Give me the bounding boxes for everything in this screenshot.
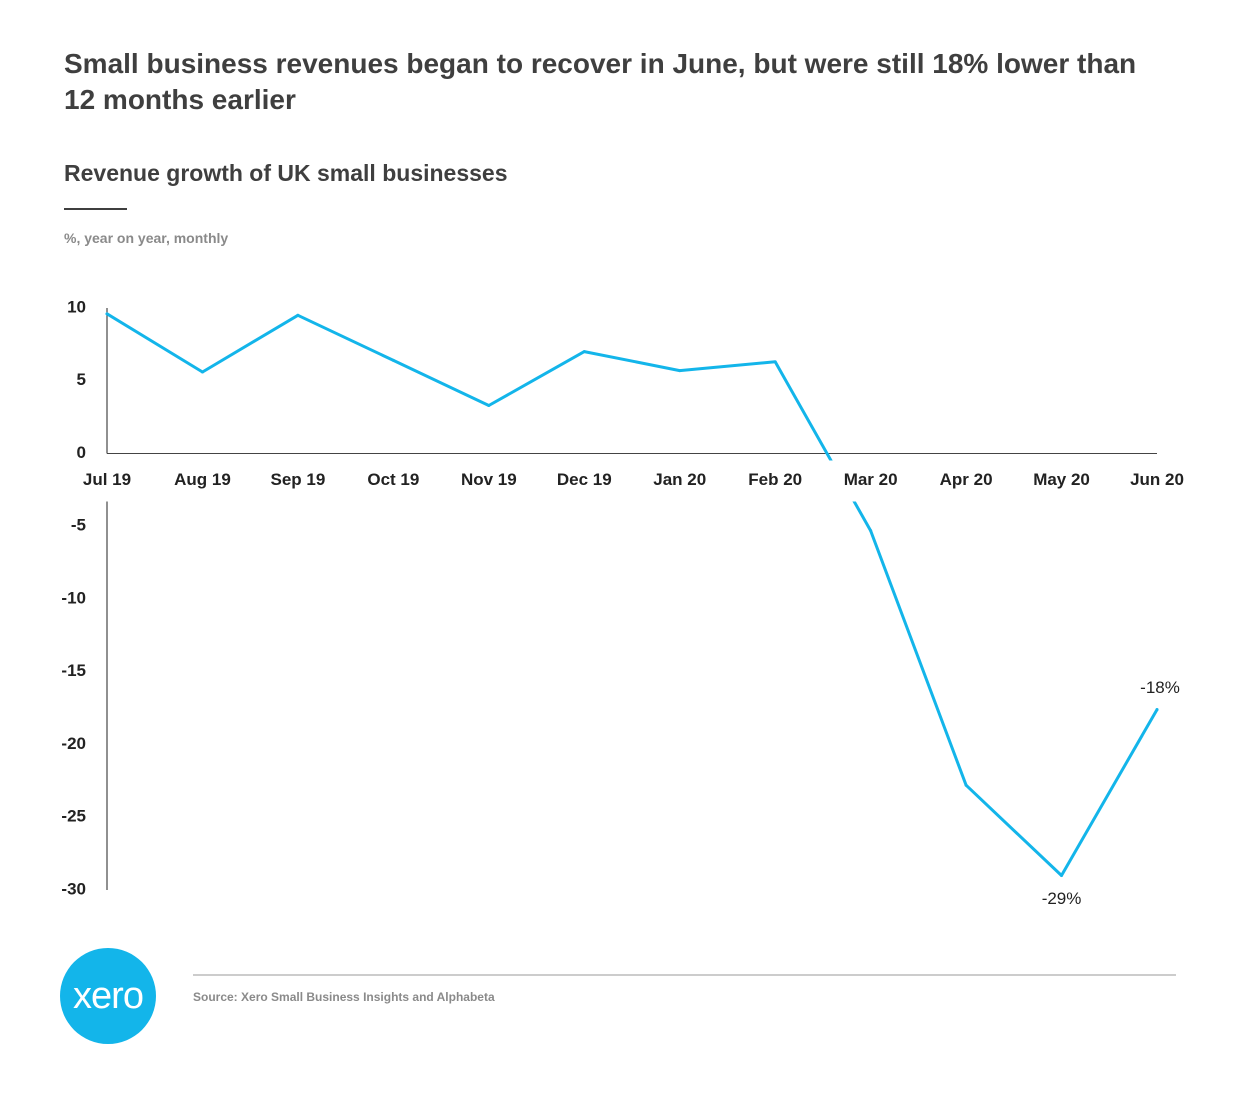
- y-tick-label: -25: [61, 807, 86, 826]
- data-label: -18%: [1140, 678, 1180, 697]
- x-tick-label: Dec 19: [557, 470, 612, 489]
- data-point: [200, 370, 204, 374]
- data-point: [582, 350, 586, 354]
- y-tick-label: 0: [77, 443, 86, 462]
- x-tick-label: Jun 20: [1130, 470, 1184, 489]
- x-tick-label: Jul 19: [83, 470, 131, 489]
- x-tick-label: Aug 19: [174, 470, 231, 489]
- x-tick-label: Mar 20: [844, 470, 898, 489]
- footer-divider: [193, 974, 1176, 976]
- x-tick-label: Sep 19: [271, 470, 326, 489]
- y-tick-label: -20: [61, 734, 86, 753]
- data-point: [1060, 873, 1064, 877]
- title-underline: [64, 208, 127, 210]
- x-tick-label: Jan 20: [653, 470, 706, 489]
- y-tick-label: -10: [61, 588, 86, 607]
- headline: Small business revenues began to recover…: [64, 48, 1137, 115]
- data-point: [1155, 708, 1159, 712]
- line-chart: 10 5 0 -5 -10 -15 -20 -25 -30 Jul 19 Aug 19 Sep 19 O…: [61, 297, 1184, 908]
- source-note: Source: Xero Small Business Insights and…: [193, 990, 495, 1004]
- data-point: [487, 403, 491, 407]
- x-tick-label: May 20: [1033, 470, 1090, 489]
- data-point: [296, 313, 300, 317]
- x-tick-label: Oct 19: [367, 470, 419, 489]
- units-label: %, year on year, monthly: [64, 230, 229, 246]
- data-point: [869, 529, 873, 533]
- series-line-revenue-growth: [105, 312, 1159, 877]
- y-tick-label: 10: [67, 297, 86, 316]
- x-tick-label: Feb 20: [748, 470, 802, 489]
- x-tick-label: Nov 19: [461, 470, 517, 489]
- chart-title: Revenue growth of UK small businesses: [64, 160, 508, 186]
- x-tick-label: Apr 20: [940, 470, 993, 489]
- xero-logo: xero: [60, 948, 156, 1044]
- y-tick-label: -15: [61, 661, 86, 680]
- data-point: [105, 312, 109, 316]
- data-point: [678, 369, 682, 373]
- y-tick-label: -30: [61, 879, 86, 898]
- y-tick-label: 5: [77, 370, 86, 389]
- data-point: [773, 360, 777, 364]
- data-point: [391, 358, 395, 362]
- y-tick-label: -5: [71, 516, 86, 535]
- data-label: -29%: [1042, 889, 1082, 908]
- data-point: [964, 783, 968, 787]
- logo-text: xero: [73, 974, 144, 1017]
